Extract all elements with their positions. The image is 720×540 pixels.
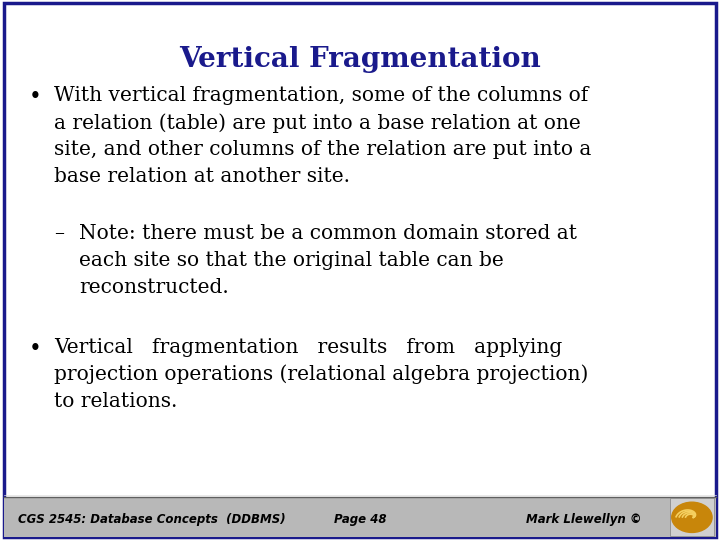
- FancyBboxPatch shape: [4, 3, 716, 537]
- Text: to relations.: to relations.: [54, 392, 177, 410]
- Text: •: •: [29, 86, 42, 109]
- Text: base relation at another site.: base relation at another site.: [54, 167, 350, 186]
- Text: Page 48: Page 48: [334, 513, 386, 526]
- Bar: [670, 498, 714, 536]
- Text: Vertical Fragmentation: Vertical Fragmentation: [179, 46, 541, 73]
- Bar: [4, 497, 716, 537]
- Text: With vertical fragmentation, some of the columns of: With vertical fragmentation, some of the…: [54, 86, 588, 105]
- Text: Mark Llewellyn ©: Mark Llewellyn ©: [526, 513, 642, 526]
- Circle shape: [672, 502, 712, 532]
- Text: –: –: [54, 224, 64, 243]
- Text: CGS 2545: Database Concepts  (DDBMS): CGS 2545: Database Concepts (DDBMS): [18, 513, 286, 526]
- Text: a relation (table) are put into a base relation at one: a relation (table) are put into a base r…: [54, 113, 581, 133]
- Text: Note: there must be a common domain stored at: Note: there must be a common domain stor…: [79, 224, 577, 243]
- Text: site, and other columns of the relation are put into a: site, and other columns of the relation …: [54, 140, 591, 159]
- Text: Vertical   fragmentation   results   from   applying: Vertical fragmentation results from appl…: [54, 338, 562, 356]
- Text: projection operations (relational algebra projection): projection operations (relational algebr…: [54, 364, 588, 384]
- Text: •: •: [29, 338, 42, 360]
- Text: reconstructed.: reconstructed.: [79, 278, 229, 297]
- Text: each site so that the original table can be: each site so that the original table can…: [79, 251, 504, 270]
